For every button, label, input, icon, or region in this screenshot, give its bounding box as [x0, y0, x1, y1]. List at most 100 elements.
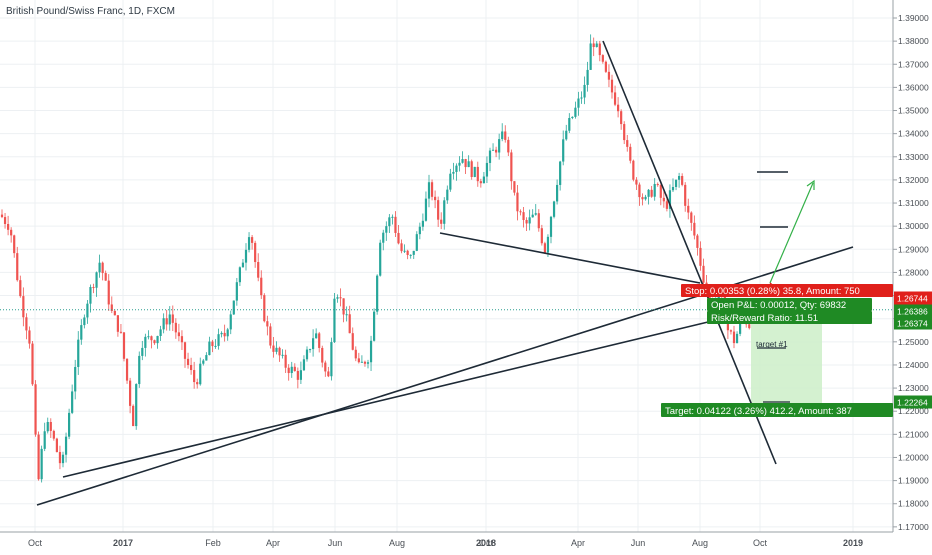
candle-body [702, 265, 705, 283]
candle-body [135, 384, 138, 427]
trend-line-lower-short[interactable] [62, 321, 709, 478]
candle-body [10, 229, 13, 236]
candles [0, 34, 751, 483]
candle-body [254, 242, 257, 263]
candle-body [748, 324, 751, 329]
candle-body [211, 341, 214, 347]
candle-body [305, 349, 309, 360]
candle-body [571, 116, 574, 119]
y-tick-label: 1.30000 [898, 221, 929, 231]
candle-body [638, 184, 641, 198]
target-zone [751, 310, 822, 406]
candle-body [3, 217, 7, 224]
candle-body [470, 161, 473, 177]
candle-body [333, 298, 336, 343]
y-tick-label: 1.20000 [898, 452, 929, 462]
candle-body [540, 228, 543, 244]
y-tick-label: 1.32000 [898, 175, 929, 185]
candle-body [141, 347, 144, 356]
candle-body [379, 242, 382, 276]
candle-body [562, 139, 565, 162]
price-tag: 1.26386 [897, 307, 928, 317]
candle-body [214, 345, 217, 347]
risk-reward-label-box [707, 311, 872, 324]
x-tick-label: 2019 [843, 538, 863, 548]
candle-body [281, 354, 284, 356]
candle-body [220, 332, 223, 335]
candle-body [153, 340, 156, 344]
candle-body [190, 365, 193, 371]
candle-body [260, 277, 263, 296]
candle-body [147, 336, 150, 338]
y-tick-label: 1.38000 [898, 36, 929, 46]
candle-body [174, 322, 177, 333]
candle-body [101, 262, 104, 274]
candle-body [595, 43, 598, 48]
candle-body [318, 333, 321, 348]
candle-body [510, 152, 513, 182]
y-tick-label: 1.36000 [898, 82, 929, 92]
candle-body [732, 331, 736, 344]
candle-body [656, 183, 659, 186]
candle-body [556, 184, 559, 202]
candle-body [266, 321, 269, 327]
candle-body [559, 161, 562, 185]
candle-body [107, 280, 110, 305]
candle-body [394, 216, 397, 233]
y-tick-label: 1.35000 [898, 106, 929, 116]
candle-body [495, 149, 498, 153]
candle-body [360, 361, 363, 363]
price-tag-box [894, 316, 932, 330]
y-tick-label: 1.29000 [898, 244, 929, 254]
candle-body [388, 217, 391, 227]
x-tick-label: Apr [266, 538, 280, 548]
candle-body [89, 287, 92, 304]
candle-body [229, 314, 232, 330]
candle-body [290, 366, 293, 374]
candle-body [226, 329, 229, 337]
candle-body [687, 205, 690, 213]
candle-body [312, 338, 315, 350]
candle-body [40, 448, 43, 480]
candle-body [272, 345, 275, 352]
candle-body [528, 217, 531, 224]
candle-body [235, 282, 238, 301]
candle-body [662, 197, 665, 202]
candle-body [412, 250, 415, 255]
candle-body [513, 181, 516, 193]
candle-body [674, 179, 678, 187]
candle-body [668, 190, 672, 209]
candle-body [565, 130, 568, 140]
candle-body [678, 175, 681, 180]
candle-body [43, 431, 46, 449]
x-tick-label: Aug [389, 538, 405, 548]
candle-body [586, 69, 589, 85]
candle-body [485, 162, 489, 177]
candle-body [247, 237, 251, 250]
candle-body [183, 342, 187, 359]
candle-body [244, 249, 248, 263]
candle-body [162, 318, 165, 330]
candle-body [308, 349, 312, 351]
candle-body [443, 200, 446, 224]
candle-body [452, 171, 455, 174]
trend-line-upper-left[interactable] [439, 232, 701, 284]
candle-body [491, 149, 495, 151]
stop-label: Stop: 0.00353 (0.28%) 35.8, Amount: 750 [685, 286, 860, 297]
candle-body [327, 371, 330, 377]
candle-body [693, 222, 696, 236]
candle-body [690, 212, 693, 223]
chart-title: British Pound/Swiss Franc, 1D, FXCM [6, 6, 175, 17]
candle-body [357, 358, 360, 363]
candle-body [617, 104, 620, 112]
trend-line-falling[interactable] [602, 40, 777, 465]
candle-body [324, 362, 327, 372]
target-1-annotation: target #1 [756, 340, 788, 349]
candle-body [156, 335, 159, 344]
projection-arrow[interactable] [769, 182, 814, 284]
candle-body [632, 160, 635, 180]
candle-body [366, 362, 370, 364]
candle-body [421, 220, 424, 227]
